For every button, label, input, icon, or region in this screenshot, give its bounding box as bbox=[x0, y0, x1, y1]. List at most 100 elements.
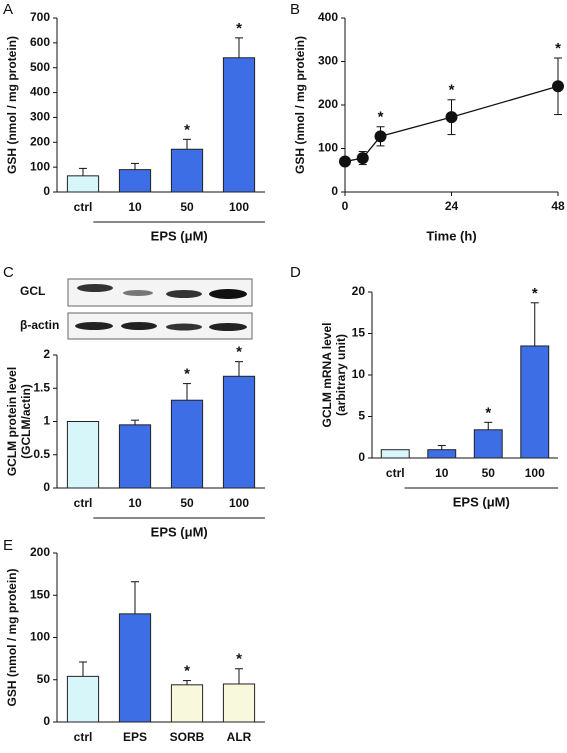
blot-label: GCL bbox=[20, 284, 45, 298]
significance-mark: * bbox=[485, 404, 491, 421]
bar bbox=[118, 424, 152, 489]
bar bbox=[222, 57, 256, 193]
bar bbox=[170, 148, 204, 193]
blot-band bbox=[209, 323, 247, 331]
x-tick-label: ctrl bbox=[74, 730, 93, 744]
bar bbox=[66, 675, 100, 723]
y-tick-label: 400 bbox=[30, 85, 50, 99]
bar bbox=[118, 613, 152, 723]
y-tick-label: 0 bbox=[43, 480, 50, 494]
bar bbox=[170, 399, 204, 489]
group-label: EPS (μM) bbox=[151, 524, 208, 539]
x-tick-label: ctrl bbox=[74, 200, 93, 214]
y-axis-label: (arbitrary unit) bbox=[334, 334, 348, 416]
x-tick-label: 100 bbox=[229, 200, 249, 214]
x-tick-label: 100 bbox=[525, 466, 545, 480]
data-point bbox=[445, 111, 458, 124]
y-tick-label: 0 bbox=[43, 714, 50, 728]
bar bbox=[222, 375, 256, 489]
y-tick-label: 100 bbox=[30, 159, 50, 173]
y-tick-label: 400 bbox=[318, 10, 338, 24]
y-tick-label: 0.5 bbox=[33, 447, 50, 461]
data-point bbox=[339, 155, 351, 168]
y-axis-label: GSH (nmol / mg protein) bbox=[293, 36, 307, 174]
western-blot: GCL β-actin bbox=[20, 278, 253, 340]
data-point bbox=[552, 80, 564, 93]
group-label: EPS (μM) bbox=[151, 228, 208, 243]
x-axis-label: Time (h) bbox=[426, 228, 476, 243]
significance-mark: * bbox=[555, 40, 561, 57]
y-tick-label: 100 bbox=[30, 630, 50, 644]
significance-mark: * bbox=[236, 651, 242, 668]
y-tick-label: 0 bbox=[43, 184, 50, 198]
x-tick-label: SORB bbox=[170, 730, 205, 744]
y-tick-label: 15 bbox=[352, 326, 366, 340]
x-tick-label: 10 bbox=[435, 466, 449, 480]
x-tick-label: ALR bbox=[227, 730, 252, 744]
bar bbox=[520, 345, 550, 459]
blot-label: β-actin bbox=[20, 318, 59, 332]
y-tick-label: 500 bbox=[30, 60, 50, 74]
panel-letter: A bbox=[3, 1, 13, 18]
y-axis-label: GCLM mRNA level bbox=[320, 323, 334, 428]
x-tick-label: 10 bbox=[128, 496, 142, 510]
y-tick-label: 600 bbox=[30, 35, 50, 49]
y-tick-label: 10 bbox=[352, 367, 366, 381]
panel-letter: B bbox=[290, 1, 300, 18]
bar bbox=[380, 449, 410, 459]
y-tick-label: 50 bbox=[37, 672, 51, 686]
y-axis-label: GSH (nmol / mg protein) bbox=[5, 36, 19, 174]
data-point bbox=[356, 152, 369, 165]
x-tick-label: 50 bbox=[180, 200, 194, 214]
blot-band bbox=[121, 322, 157, 330]
bar bbox=[66, 175, 100, 193]
y-tick-label: 20 bbox=[352, 284, 366, 298]
y-tick-label: 1.5 bbox=[33, 380, 50, 394]
blot-band bbox=[123, 290, 153, 296]
x-tick-label: 0 bbox=[342, 199, 349, 213]
y-tick-label: 200 bbox=[318, 97, 338, 111]
x-tick-label: 48 bbox=[551, 199, 565, 213]
y-tick-label: 700 bbox=[30, 10, 50, 24]
x-tick-label: EPS bbox=[123, 730, 147, 744]
y-axis-label: (GCLM/actin) bbox=[19, 384, 33, 459]
significance-mark: * bbox=[449, 82, 455, 99]
significance-mark: * bbox=[532, 285, 538, 302]
bar bbox=[222, 683, 256, 723]
bar bbox=[66, 421, 100, 489]
x-tick-label: 100 bbox=[229, 496, 249, 510]
panel-letter: D bbox=[290, 264, 301, 281]
y-tick-label: 200 bbox=[30, 545, 50, 559]
panel-letter: E bbox=[3, 537, 13, 554]
significance-mark: * bbox=[184, 121, 190, 138]
blot-band bbox=[75, 322, 113, 330]
x-tick-label: ctrl bbox=[74, 496, 93, 510]
panel-letter: C bbox=[3, 264, 14, 281]
blot-band bbox=[166, 290, 202, 298]
significance-mark: * bbox=[236, 20, 242, 37]
group-label: EPS (μM) bbox=[453, 494, 510, 509]
x-tick-label: 50 bbox=[180, 496, 194, 510]
y-axis-label: GCLM protein level bbox=[5, 367, 19, 476]
y-tick-label: 150 bbox=[30, 587, 50, 601]
x-tick-label: ctrl bbox=[386, 466, 405, 480]
bar bbox=[170, 684, 204, 723]
blot-band bbox=[77, 284, 113, 292]
y-tick-label: 1 bbox=[43, 414, 50, 428]
y-tick-label: 0 bbox=[331, 184, 338, 198]
blot-band bbox=[166, 323, 202, 331]
bar bbox=[118, 169, 152, 193]
data-point bbox=[374, 130, 387, 143]
y-axis-label: GSH (nmol / mg protein) bbox=[5, 569, 19, 707]
x-tick-label: 24 bbox=[445, 199, 459, 213]
x-tick-label: 10 bbox=[128, 200, 142, 214]
significance-mark: * bbox=[236, 344, 242, 361]
y-tick-label: 0 bbox=[358, 450, 365, 464]
x-tick-label: 50 bbox=[482, 466, 496, 480]
bar bbox=[427, 449, 457, 459]
significance-mark: * bbox=[184, 366, 190, 383]
y-tick-label: 300 bbox=[30, 110, 50, 124]
y-tick-label: 100 bbox=[318, 141, 338, 155]
y-tick-label: 300 bbox=[318, 54, 338, 68]
